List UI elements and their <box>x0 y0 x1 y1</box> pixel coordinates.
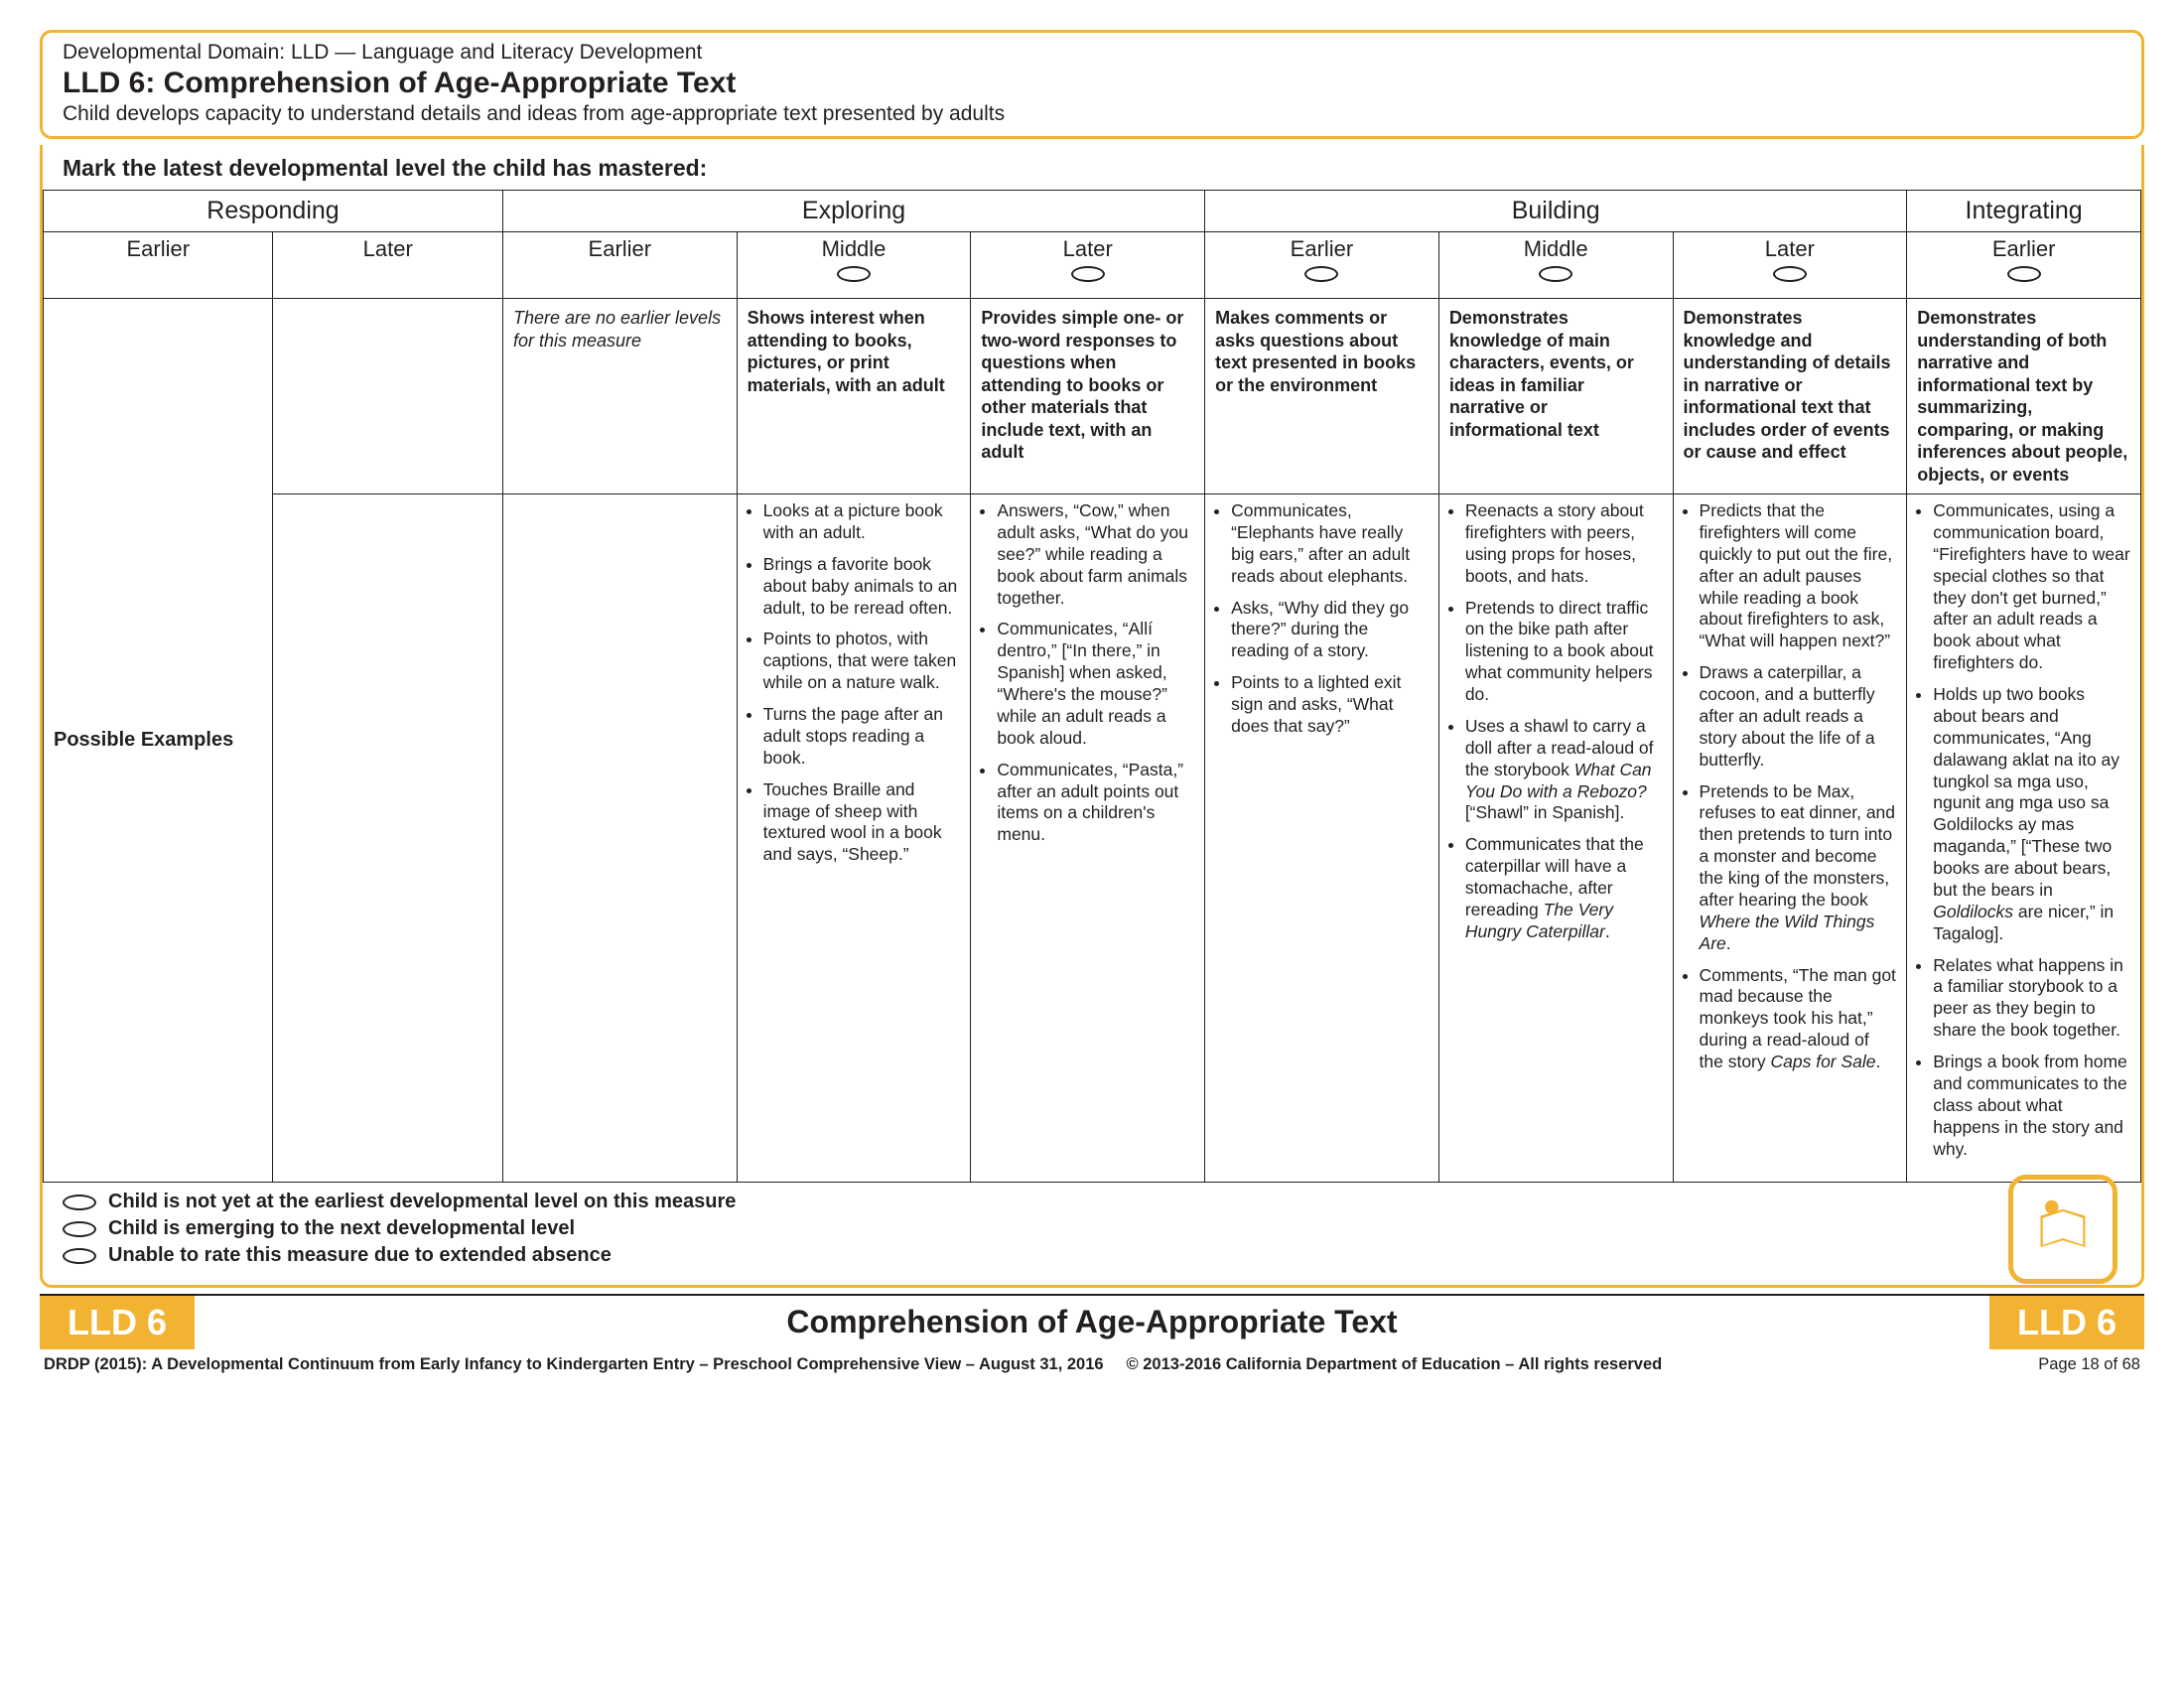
example-item: Reenacts a story about firefighters with… <box>1465 500 1663 588</box>
legend-text: Child is not yet at the earliest develop… <box>108 1191 736 1213</box>
sublevel-row: EarlierLaterEarlierMiddleLaterEarlierMid… <box>44 232 2141 299</box>
category-header: Responding <box>44 191 503 232</box>
sublevel-header: Later <box>971 232 1205 299</box>
example-item: Communicates, “Allí dentro,” [“In there,… <box>997 619 1194 749</box>
examples-cell: Reenacts a story about firefighters with… <box>1438 494 1673 1183</box>
measure-title: LLD 6: Comprehension of Age-Appropriate … <box>63 67 2121 100</box>
category-header: Integrating <box>1907 191 2141 232</box>
sublevel-header: Earlier <box>1205 232 1439 299</box>
example-item: Pretends to be Max, refuses to eat dinne… <box>1700 781 1897 955</box>
oval-icon <box>63 1221 96 1237</box>
footer-code-right: LLD 6 <box>1989 1296 2144 1349</box>
category-row: RespondingExploringBuildingIntegrating <box>44 191 2141 232</box>
rating-oval[interactable] <box>1071 266 1105 282</box>
sublevel-header: Middle <box>737 232 971 299</box>
examples-cell <box>273 494 502 1183</box>
reading-icon <box>2008 1175 2117 1284</box>
example-item: Comments, “The man got mad because the m… <box>1700 965 1897 1073</box>
example-item: Points to photos, with captions, that we… <box>763 629 961 694</box>
credit-line: DRDP (2015): A Developmental Continuum f… <box>40 1349 2144 1374</box>
example-item: Answers, “Cow,” when adult asks, “What d… <box>997 500 1194 609</box>
rubric-table: RespondingExploringBuildingIntegrating E… <box>43 190 2141 1183</box>
examples-cell: Looks at a picture book with an adult. Br… <box>737 494 971 1183</box>
example-item: Looks at a picture book with an adult. <box>763 500 961 544</box>
descriptor-cell: Demonstrates knowledge and understanding… <box>1673 299 1907 494</box>
oval-icon <box>63 1195 96 1210</box>
example-item: Communicates, “Pasta,” after an adult po… <box>997 760 1194 847</box>
example-item: Asks, “Why did they go there?” during th… <box>1231 598 1429 663</box>
legend-text: Unable to rate this measure due to exten… <box>108 1244 612 1267</box>
header-box: Developmental Domain: LLD — Language and… <box>40 30 2144 139</box>
footer-bar: LLD 6 Comprehension of Age-Appropriate T… <box>40 1294 2144 1349</box>
legend-text: Child is emerging to the next developmen… <box>108 1217 575 1240</box>
content-frame: Mark the latest developmental level the … <box>40 145 2144 1288</box>
example-item: Communicates, “Elephants have really big… <box>1231 500 1429 588</box>
legend: Child is not yet at the earliest develop… <box>43 1183 2141 1275</box>
rating-oval[interactable] <box>1773 266 1807 282</box>
example-item: Draws a caterpillar, a cocoon, and a but… <box>1700 662 1897 771</box>
credit-left-text: DRDP (2015): A Developmental Continuum f… <box>44 1355 1662 1373</box>
example-item: Touches Braille and image of sheep with … <box>763 779 961 867</box>
rating-oval[interactable] <box>2007 266 2041 282</box>
measure-subtitle: Child develops capacity to understand de… <box>63 102 2121 126</box>
example-item: Holds up two books about bears and commu… <box>1933 684 2130 945</box>
example-item: Communicates, using a communication boar… <box>1933 500 2130 674</box>
sublevel-header: Middle <box>1438 232 1673 299</box>
descriptor-cell: Shows interest when attending to books, … <box>737 299 971 494</box>
examples-cell: Predicts that the firefighters will come… <box>1673 494 1907 1183</box>
example-item: Pretends to direct traffic on the bike p… <box>1465 598 1663 706</box>
descriptor-cell: There are no earlier levels for this mea… <box>502 299 737 494</box>
descriptor-cell: Demonstrates knowledge of main character… <box>1438 299 1673 494</box>
rating-oval[interactable] <box>1539 266 1572 282</box>
sublevel-header: Earlier <box>502 232 737 299</box>
descriptor-row: Possible Examples There are no earlier l… <box>44 299 2141 494</box>
example-item: Brings a book from home and communicates… <box>1933 1052 2130 1160</box>
example-item: Relates what happens in a familiar story… <box>1933 955 2130 1043</box>
sublevel-header: Later <box>1673 232 1907 299</box>
instruction-text: Mark the latest developmental level the … <box>43 145 2141 190</box>
examples-cell: Answers, “Cow,” when adult asks, “What d… <box>971 494 1205 1183</box>
examples-cell: Communicates, “Elephants have really big… <box>1205 494 1439 1183</box>
example-item: Turns the page after an adult stops read… <box>763 704 961 770</box>
legend-line: Child is not yet at the earliest develop… <box>63 1191 2121 1213</box>
example-item: Uses a shawl to carry a doll after a rea… <box>1465 716 1663 824</box>
descriptor-cell: Provides simple one- or two-word respons… <box>971 299 1205 494</box>
example-item: Brings a favorite book about baby animal… <box>763 554 961 620</box>
oval-icon <box>63 1248 96 1264</box>
example-item: Points to a lighted exit sign and asks, … <box>1231 672 1429 738</box>
category-header: Exploring <box>502 191 1204 232</box>
examples-cell <box>502 494 737 1183</box>
page-number: Page 18 of 68 <box>2038 1355 2140 1374</box>
footer-title: Comprehension of Age-Appropriate Text <box>195 1296 1989 1349</box>
category-header: Building <box>1205 191 1907 232</box>
rating-oval[interactable] <box>1304 266 1338 282</box>
domain-line: Developmental Domain: LLD — Language and… <box>63 41 2121 65</box>
sublevel-header: Earlier <box>44 232 273 299</box>
descriptor-cell <box>273 299 502 494</box>
sublevel-header: Later <box>273 232 502 299</box>
descriptor-cell: Demonstrates understanding of both narra… <box>1907 299 2141 494</box>
rating-oval[interactable] <box>837 266 871 282</box>
row-label-examples: Possible Examples <box>44 299 273 1183</box>
sublevel-header: Earlier <box>1907 232 2141 299</box>
descriptor-cell: Makes comments or asks questions about t… <box>1205 299 1439 494</box>
credit-left: DRDP (2015): A Developmental Continuum f… <box>44 1355 1662 1374</box>
examples-cell: Communicates, using a communication boar… <box>1907 494 2141 1183</box>
legend-line: Child is emerging to the next developmen… <box>63 1217 2121 1240</box>
example-item: Predicts that the firefighters will come… <box>1700 500 1897 652</box>
legend-line: Unable to rate this measure due to exten… <box>63 1244 2121 1267</box>
examples-row: Looks at a picture book with an adult. Br… <box>44 494 2141 1183</box>
example-item: Communicates that the caterpillar will h… <box>1465 834 1663 942</box>
footer-code-left: LLD 6 <box>40 1296 195 1349</box>
